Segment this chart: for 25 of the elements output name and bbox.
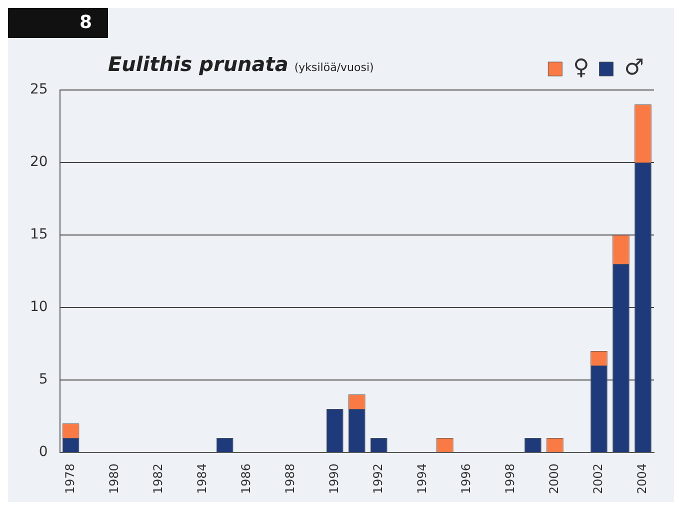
- x-tick-label: 1996: [459, 463, 474, 494]
- x-tick-label: 1992: [371, 463, 386, 494]
- x-tick-label: 1978: [62, 463, 77, 494]
- x-tick-label: 1994: [415, 463, 430, 494]
- legend-label: ♂: [624, 56, 644, 81]
- y-tick-label: 15: [30, 226, 48, 243]
- x-tick-label: 1998: [503, 463, 518, 494]
- y-tick-label: 5: [38, 372, 48, 388]
- y-tick-label: 25: [30, 82, 48, 98]
- y-tick-label: 10: [30, 299, 48, 316]
- y-tick-label: 0: [38, 444, 48, 460]
- legend-label: ♀: [573, 56, 590, 81]
- chart-title: Eulithis prunata: [108, 52, 288, 76]
- text: 8: [8, 8, 108, 38]
- x-tick-label: 1986: [239, 463, 253, 494]
- x-tick-label: 1980: [106, 463, 121, 494]
- y-tick-label: 20: [30, 154, 48, 170]
- x-tick-label: 2004: [635, 463, 650, 494]
- x-tick-label: 1988: [283, 463, 298, 494]
- x-tick-label: 1990: [327, 463, 342, 494]
- x-tick-label: 1984: [194, 463, 209, 494]
- chart-subtitle: (yksilöä/vuosi): [294, 61, 374, 74]
- x-tick-label: 1982: [150, 463, 165, 494]
- x-tick-label: 2002: [591, 463, 606, 494]
- x-tick-label: 2000: [547, 463, 562, 494]
